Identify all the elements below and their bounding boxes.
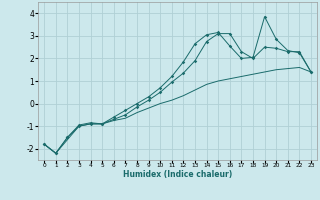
X-axis label: Humidex (Indice chaleur): Humidex (Indice chaleur) bbox=[123, 170, 232, 179]
